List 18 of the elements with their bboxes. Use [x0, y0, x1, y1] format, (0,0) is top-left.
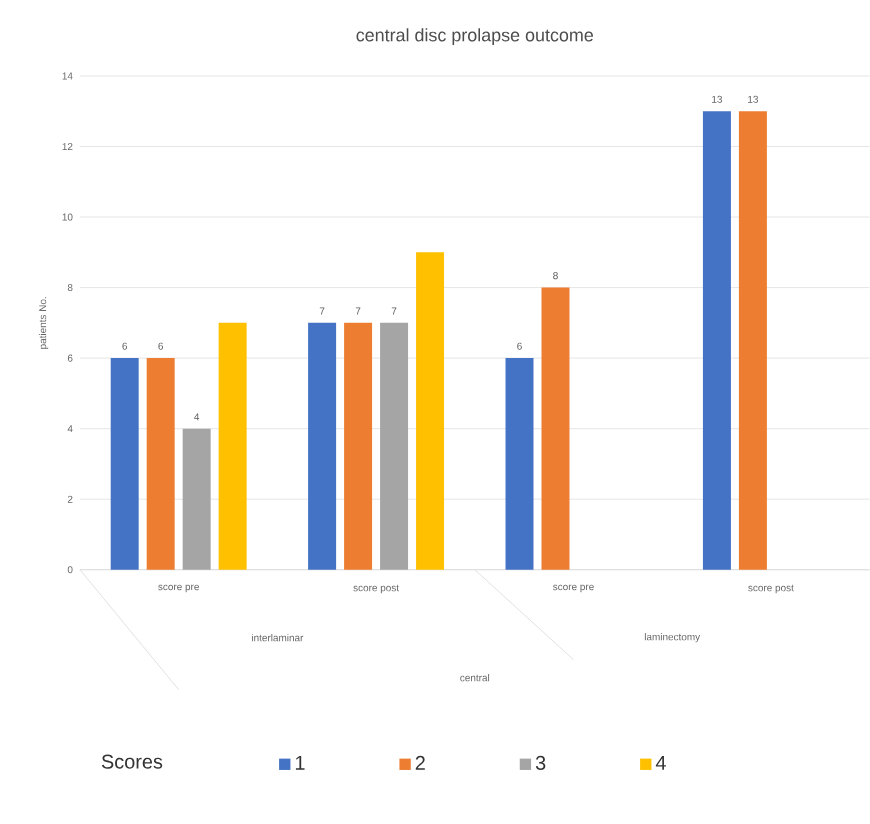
bar [416, 252, 445, 570]
bar [702, 111, 731, 570]
bar [182, 428, 211, 570]
legend-label: 2 [415, 756, 425, 770]
bar [308, 323, 337, 570]
legend-label: 1 [295, 756, 305, 770]
bar [541, 287, 570, 570]
bar [110, 358, 139, 570]
legend-label: 3 [535, 756, 546, 771]
bar [218, 323, 247, 570]
bar [380, 323, 409, 570]
legend-title: Scores [101, 754, 163, 769]
bar [344, 323, 373, 570]
chart-title: central disc prolapse outcome [356, 28, 594, 46]
bar [146, 358, 175, 570]
bar [505, 358, 534, 570]
legend-label: 4 [655, 756, 666, 770]
bar [738, 111, 767, 570]
